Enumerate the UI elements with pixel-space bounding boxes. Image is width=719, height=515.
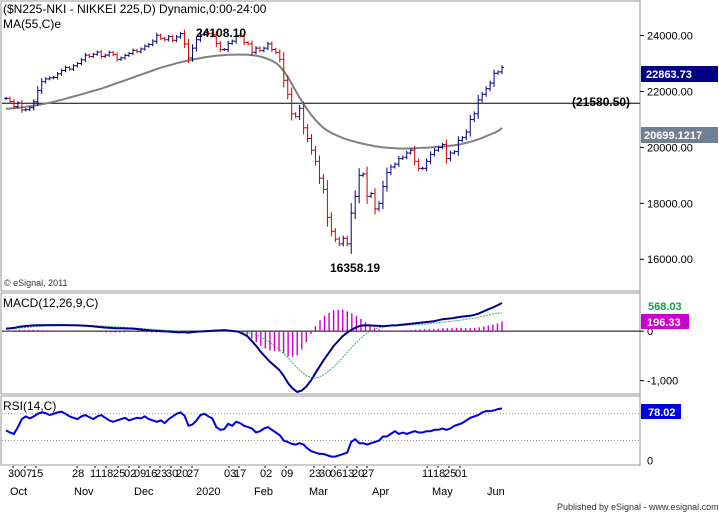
macd-ytick-label: 0 [647,326,653,338]
x-tick-label: 11 [90,468,101,480]
x-month-label: Oct [10,486,27,498]
x-tick-label: 18 [101,468,113,480]
price-tag-bg [641,66,718,82]
macd-last-tag: 568.03 [648,301,682,313]
rsi-ytick-label: 0 [647,456,653,468]
x-tick-label: 25 [113,468,125,480]
rsi-line [5,407,503,458]
x-tick-label: 28 [72,468,84,480]
x-tick-label: 23 [155,468,167,480]
x-tick-label: 16 [145,468,157,480]
x-tick-label: 27 [187,468,199,480]
macd-line [5,302,503,394]
y-axes: 16000.00 18000.00 20000.00 22000.00 24000.00… [640,31,693,468]
x-tick-label: 27 [362,468,374,480]
x-tick-label: 30 [319,468,331,480]
x-month-label: Mar [309,486,328,498]
x-tick-label: 30 [166,468,178,480]
x-tick-label: 02 [124,468,136,480]
price-ytick-label: 24000.00 [647,31,693,43]
ma-last-tag: 20699.1217 [644,130,702,142]
low-annotation: 16358.19 [330,261,380,275]
publisher-credit: Published by eSignal - www.esignal.com [557,502,719,512]
x-tick-label: 17 [234,468,246,480]
x-month-label: Nov [74,486,94,498]
x-month-label: Jun [487,486,505,498]
esignal-credit: © eSignal, 2011 [4,278,68,288]
x-tick-label: 03 [224,468,236,480]
price-ytick-label: 16000.00 [647,254,693,266]
x-tick-label: 09 [281,468,293,480]
macd-tag-bg [641,298,689,313]
macd-panel [2,302,640,394]
price-panel [2,29,640,254]
rsi-tag-bg [641,404,681,419]
x-month-label: 2020 [196,486,220,498]
x-tick-label: 13 [342,468,354,480]
x-tick-label: 15 [31,468,43,480]
ma-tag-bg [641,127,718,143]
hist-last-tag: 196.33 [647,317,681,329]
x-tick-label: 18 [433,468,445,480]
chart-title: ($N225-NKI - NIKKEI 225,D) Dynamic,0:00-… [3,2,267,16]
price-last-tag: 22863.73 [646,69,692,81]
x-tick-label: 20 [176,468,188,480]
hist-tag-bg [641,314,689,329]
rsi-panel [2,407,640,458]
rsi-title: RSI(14,C) [3,399,56,413]
x-tick-label: 01 [455,468,467,480]
x-month-label: Feb [254,486,273,498]
x-month-label: Apr [372,486,389,498]
x-tick-label: 09 [134,468,146,480]
macd-title: MACD(12,26,9,C) [3,296,98,310]
ma55-line [5,53,503,150]
hline-label: (21580.50) [572,95,630,109]
x-tick-label: 07 [20,468,32,480]
price-ytick-label: 20000.00 [647,142,693,154]
x-tick-label: 23 [309,468,321,480]
x-tick-label: 20 [352,468,364,480]
ma-legend: MA(55,C)e [3,17,61,31]
price-ytick-label: 22000.00 [647,86,693,98]
x-tick-label: 06 [330,468,342,480]
macd-ytick-label: -1,000 [647,376,678,388]
high-annotation: 24108.10 [196,26,246,40]
x-tick-label: 11 [422,468,433,480]
x-tick-label: 25 [444,468,456,480]
x-tick-label: 02 [260,468,272,480]
x-month-label: May [432,486,453,498]
x-month-label: Dec [134,486,154,498]
price-ytick-label: 18000.00 [647,198,693,210]
rsi-last-tag: 78.02 [648,407,676,419]
x-tick-label: 30 [8,468,20,480]
